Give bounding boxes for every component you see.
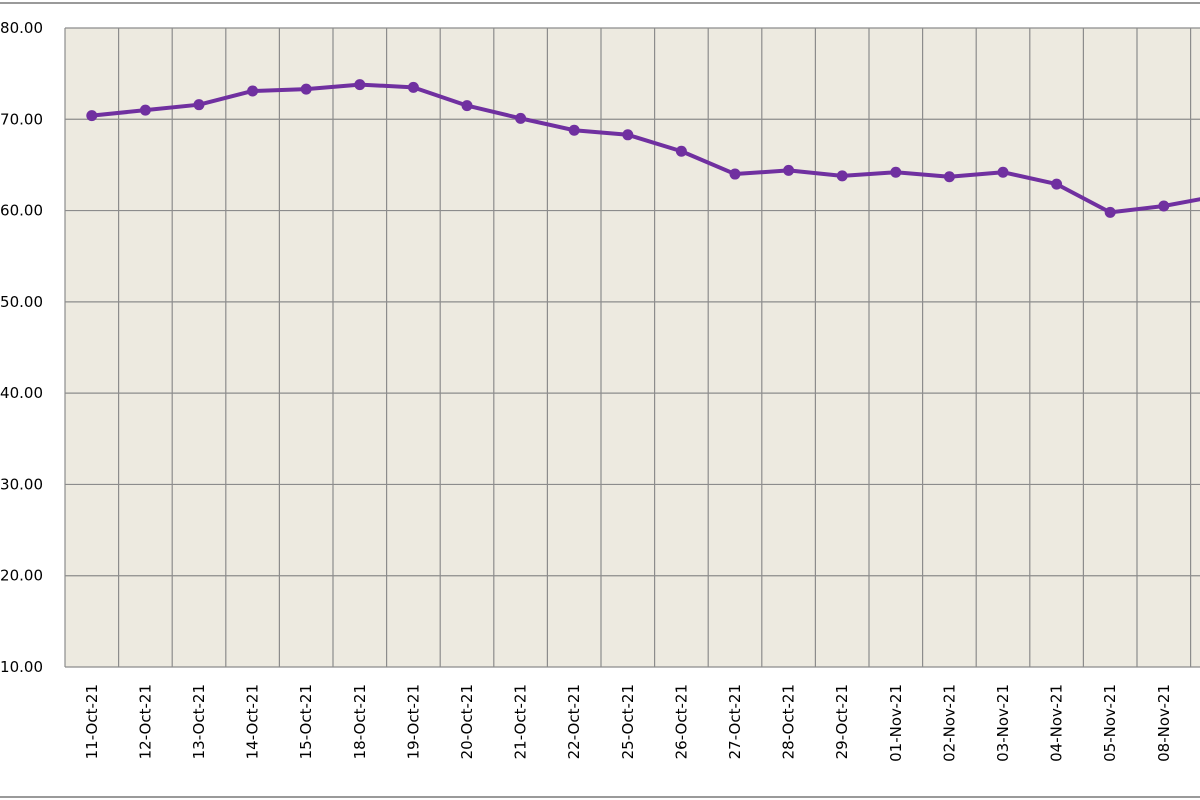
- data-point: [729, 168, 741, 180]
- data-point: [247, 85, 259, 97]
- data-point: [836, 170, 848, 182]
- x-tick-label: 08-Nov-21: [1155, 684, 1173, 762]
- y-tick-label: 50.00: [0, 293, 43, 311]
- x-tick-label: 02-Nov-21: [940, 684, 958, 762]
- x-tick-label: 25-Oct-21: [619, 684, 637, 759]
- x-tick-label: 18-Oct-21: [351, 684, 369, 759]
- data-point: [86, 110, 98, 122]
- data-point: [943, 171, 955, 183]
- x-tick-label: 19-Oct-21: [404, 684, 422, 759]
- data-point: [300, 83, 312, 95]
- data-point: [1158, 200, 1170, 212]
- data-point: [354, 79, 366, 91]
- series-line: [91, 82, 1200, 215]
- x-tick-label: 11-Oct-21: [83, 684, 101, 759]
- y-tick-label: 30.00: [0, 475, 43, 493]
- data-point: [1051, 178, 1063, 190]
- x-tick-label: 12-Oct-21: [136, 684, 154, 759]
- data-point: [890, 166, 902, 178]
- data-point: [783, 164, 795, 176]
- x-tick-label: 27-Oct-21: [726, 684, 744, 759]
- data-point: [193, 99, 205, 111]
- data-point: [407, 81, 419, 93]
- data-point: [461, 100, 473, 112]
- x-tick-label: 04-Nov-21: [1048, 684, 1066, 762]
- y-tick-label: 40.00: [0, 384, 43, 402]
- data-point: [568, 124, 580, 136]
- y-tick-label: 60.00: [0, 202, 43, 220]
- y-tick-label: 80.00: [0, 19, 43, 37]
- x-tick-label: 22-Oct-21: [565, 684, 583, 759]
- data-point: [622, 129, 634, 141]
- data-point: [515, 112, 527, 124]
- x-tick-label: 21-Oct-21: [512, 684, 530, 759]
- data-point: [997, 166, 1009, 178]
- data-point: [139, 104, 151, 116]
- x-tick-label: 20-Oct-21: [458, 684, 476, 759]
- y-tick-label: 70.00: [0, 110, 43, 128]
- x-tick-label: 28-Oct-21: [780, 684, 798, 759]
- y-tick-label: 20.00: [0, 567, 43, 585]
- y-tick-label: 10.00: [0, 658, 43, 676]
- x-tick-label: 29-Oct-21: [833, 684, 851, 759]
- x-tick-label: 13-Oct-21: [190, 684, 208, 759]
- x-tick-label: 15-Oct-21: [297, 684, 315, 759]
- x-tick-label: 26-Oct-21: [672, 684, 690, 759]
- x-tick-label: 03-Nov-21: [994, 684, 1012, 762]
- x-tick-label: 05-Nov-21: [1101, 684, 1119, 762]
- data-point: [1104, 206, 1116, 218]
- data-point: [675, 145, 687, 157]
- x-tick-label: 01-Nov-21: [887, 684, 905, 762]
- x-tick-label: 14-Oct-21: [244, 684, 262, 759]
